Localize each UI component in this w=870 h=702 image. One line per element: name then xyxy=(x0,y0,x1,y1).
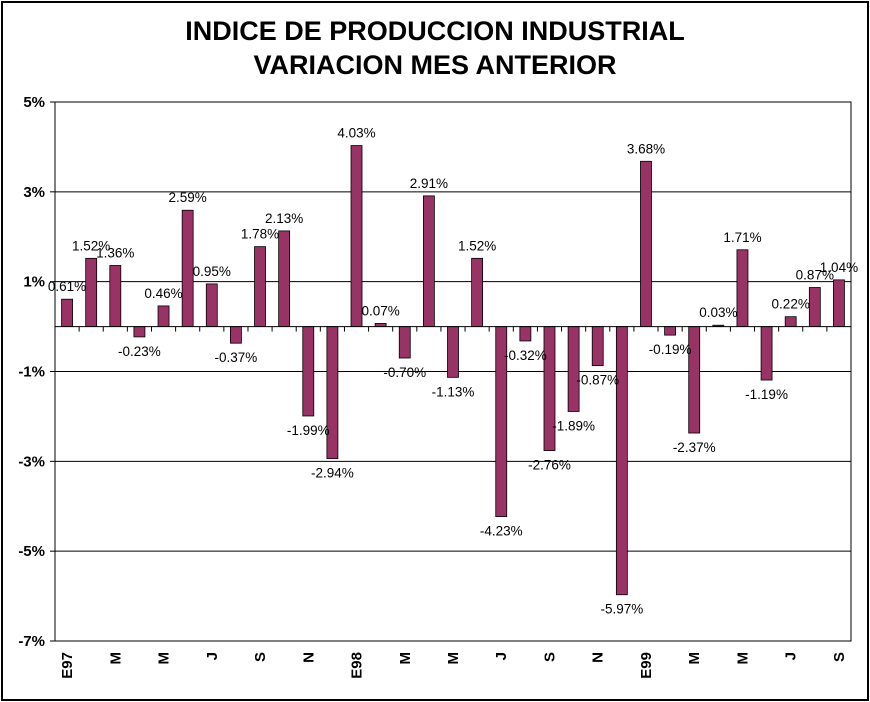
data-label: 3.68% xyxy=(627,141,665,156)
bar xyxy=(350,145,363,327)
data-label: -0.32% xyxy=(504,348,547,363)
data-label: 1.04% xyxy=(820,260,858,275)
data-label: -0.87% xyxy=(576,373,619,388)
bar xyxy=(519,326,532,342)
data-label: -5.97% xyxy=(600,602,643,617)
data-label: 0.03% xyxy=(699,305,737,320)
bar xyxy=(591,326,604,367)
plot-border xyxy=(54,101,852,642)
x-tick-label: M xyxy=(686,652,703,665)
data-label: -1.89% xyxy=(552,418,595,433)
bar xyxy=(640,160,652,327)
data-label: -1.19% xyxy=(745,387,788,402)
x-tick-label: S xyxy=(252,652,269,662)
bar xyxy=(736,249,749,327)
bar xyxy=(181,209,194,327)
x-tick-label: S xyxy=(831,652,848,662)
data-label: -2.37% xyxy=(673,440,716,455)
data-label: -1.99% xyxy=(287,423,330,438)
x-tick-label: N xyxy=(590,652,607,663)
data-label: 1.36% xyxy=(96,245,134,260)
x-tick-label: E98 xyxy=(349,652,366,679)
bar xyxy=(326,326,339,460)
data-label: -0.23% xyxy=(118,344,161,359)
chart-title-line1: INDICE DE PRODUCCION INDUSTRIAL xyxy=(185,16,685,46)
chart-title-line2: VARIACION MES ANTERIOR xyxy=(253,50,617,80)
data-label: -0.19% xyxy=(649,342,692,357)
data-label: -2.94% xyxy=(311,466,354,481)
y-tick-label: -3% xyxy=(18,453,45,470)
data-label: 0.07% xyxy=(361,303,399,318)
data-label: 4.03% xyxy=(337,126,375,141)
x-tick-label: M xyxy=(445,652,462,665)
bar xyxy=(760,326,773,381)
bar xyxy=(133,326,146,338)
data-label: 1.52% xyxy=(72,238,110,253)
x-tick-label: J xyxy=(783,652,800,660)
data-label: 0.46% xyxy=(144,286,182,301)
x-tick-label: E99 xyxy=(638,652,655,679)
data-label: 0.87% xyxy=(796,268,834,283)
bar xyxy=(278,230,291,327)
bar xyxy=(157,305,170,327)
bar xyxy=(615,326,628,596)
data-label: 2.59% xyxy=(169,190,207,205)
bar xyxy=(109,265,122,327)
x-tick-label: N xyxy=(300,652,317,663)
bar xyxy=(784,316,797,327)
y-tick-label: -7% xyxy=(18,633,45,650)
bar xyxy=(471,257,484,327)
bar xyxy=(302,326,315,417)
data-label: -2.76% xyxy=(528,458,571,473)
data-label: 0.61% xyxy=(48,279,86,294)
y-tick-label: -1% xyxy=(18,364,45,381)
x-tick-label: M xyxy=(107,652,124,665)
bar xyxy=(447,326,459,378)
bar xyxy=(422,195,435,327)
x-tick-label: M xyxy=(156,652,173,665)
bar xyxy=(205,283,218,327)
bar xyxy=(808,287,821,327)
data-label: -0.37% xyxy=(215,350,258,365)
data-label: 0.95% xyxy=(193,264,231,279)
bar xyxy=(833,279,845,327)
bar xyxy=(85,257,98,327)
data-label: 1.71% xyxy=(723,230,761,245)
y-tick-label: 3% xyxy=(23,184,45,201)
bar xyxy=(398,326,411,359)
x-tick-label: M xyxy=(734,652,751,665)
bar xyxy=(61,298,73,327)
data-label: 1.52% xyxy=(458,238,496,253)
bar xyxy=(567,326,580,412)
data-label: 0.22% xyxy=(772,297,810,312)
data-label: -1.13% xyxy=(432,384,475,399)
y-tick-label: -5% xyxy=(18,543,45,560)
y-tick-label: 5% xyxy=(23,94,45,111)
x-tick-label: E97 xyxy=(59,652,76,679)
data-label: -0.70% xyxy=(383,365,426,380)
y-tick-label: 1% xyxy=(23,274,45,291)
bar xyxy=(664,326,676,336)
data-label: -4.23% xyxy=(480,524,523,539)
x-tick-label: J xyxy=(493,652,510,660)
data-label: 2.13% xyxy=(265,211,303,226)
bar xyxy=(230,326,242,344)
data-label: 2.91% xyxy=(410,176,448,191)
x-tick-label: S xyxy=(541,652,558,662)
x-tick-label: M xyxy=(397,652,414,665)
x-tick-label: J xyxy=(204,652,221,660)
data-label: 1.78% xyxy=(241,227,279,242)
bar xyxy=(254,246,266,327)
